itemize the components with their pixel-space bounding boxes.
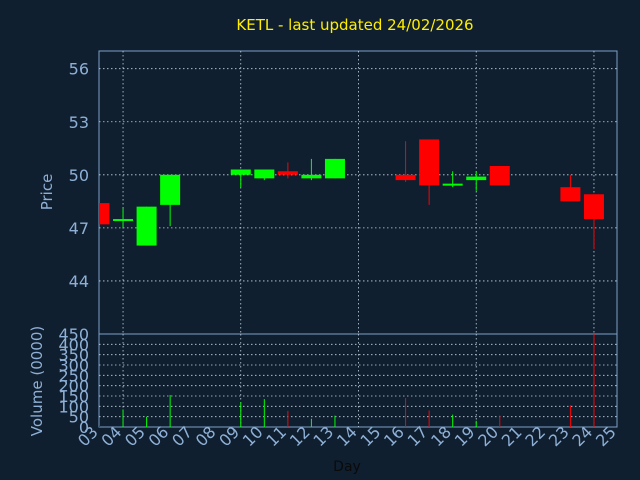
x-axis-label: Day (333, 459, 361, 475)
volume-panel: 0501001502002503003504004500304050607080… (58, 325, 619, 450)
volume-tick-label: 0 (79, 418, 89, 437)
candle-body (99, 203, 110, 225)
volume-tick-label: 50 (69, 408, 89, 427)
candle-body (442, 183, 463, 186)
price-tick-label: 50 (69, 166, 89, 185)
price-tick-label: 56 (69, 60, 89, 79)
volume-tick-label: 450 (58, 325, 89, 344)
price-tick-label: 47 (69, 219, 89, 238)
candle-body (277, 171, 298, 175)
price-tick-label: 44 (69, 272, 89, 291)
candle-body (230, 169, 251, 175)
volume-tick-label: 100 (58, 397, 89, 416)
candle-body (254, 169, 275, 179)
candle-body (583, 194, 604, 220)
price-axis-label: Price (38, 174, 56, 211)
candle-body (160, 174, 181, 205)
candle-body (113, 219, 134, 222)
candle-body (136, 206, 157, 246)
volume-tick-label: 200 (58, 377, 89, 396)
candle-body (489, 165, 510, 186)
price-tick-label: 53 (69, 113, 89, 132)
volume-tick-label: 300 (58, 356, 89, 375)
candle-body (466, 176, 487, 181)
volume-tick-label: 400 (58, 335, 89, 354)
volume-frame (98, 333, 618, 428)
candle-body (324, 158, 345, 179)
candle-body (395, 174, 416, 181)
candle-body (301, 174, 322, 179)
candle-body (560, 187, 581, 202)
candle-body (419, 139, 440, 186)
volume-tick-label: 150 (58, 387, 89, 406)
volume-tick-label: 250 (58, 366, 89, 385)
chart-title: KETL - last updated 24/02/2026 (236, 16, 473, 34)
volume-tick-label: 350 (58, 346, 89, 365)
price-panel: 44 47 50 53 56 (69, 50, 618, 335)
volume-axis-label: Volume (0000) (28, 326, 46, 436)
